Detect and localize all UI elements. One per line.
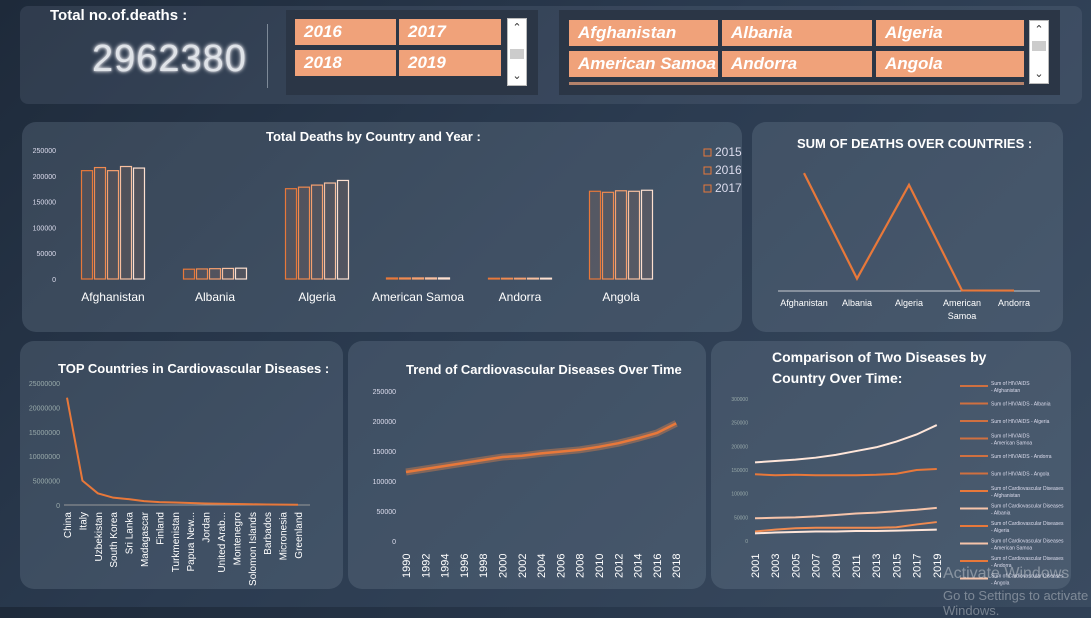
year-slicer-item[interactable]: 2019 [399,50,501,76]
country-slicer: Afghanistan Albania Algeria American Sam… [559,10,1060,95]
country-slicer-item[interactable]: American Samoa [569,51,718,77]
country-slicer-item[interactable]: Albania [722,20,872,46]
chevron-down-icon[interactable]: ⌄ [1034,68,1044,80]
year-slicer-item[interactable]: 2018 [295,50,396,76]
country-slicer-item[interactable]: Afghanistan [569,20,718,46]
chart-title: SUM OF DEATHS OVER COUNTRIES : [797,136,1033,151]
cardio-trend-panel [348,341,706,589]
deaths-by-country-year-panel [22,122,742,332]
country-slicer-item[interactable]: Angola [876,51,1024,77]
scroll-thumb[interactable] [510,49,524,59]
two-diseases-panel [711,341,1071,589]
watermark-line2: Go to Settings to activate Windows. [943,588,1089,618]
kpi-title: Total no.of.deaths : [50,7,188,24]
chart-title: Total Deaths by Country and Year : [266,129,481,144]
year-slicer: 2016 2017 2018 2019 ⌃ ⌄ [286,10,538,95]
chart-title: Country Over Time: [772,370,903,386]
chevron-down-icon[interactable]: ⌄ [512,70,522,82]
year-slicer-scrollbar[interactable]: ⌃ ⌄ [507,18,527,86]
chart-title: Comparison of Two Diseases by [772,349,987,365]
chevron-up-icon[interactable]: ⌃ [512,22,522,34]
chart-title: Trend of Cardiovascular Diseases Over Ti… [406,362,682,377]
chart-title: TOP Countries in Cardiovascular Diseases… [58,361,330,376]
year-slicer-item[interactable]: 2016 [295,19,396,45]
kpi-divider [267,24,268,88]
chevron-up-icon[interactable]: ⌃ [1034,24,1044,36]
watermark-line1: Activate Windows [943,565,1070,582]
country-slicer-scrollbar[interactable]: ⌃ ⌄ [1029,20,1049,84]
country-slicer-item[interactable]: Andorra [722,51,872,77]
kpi-value: 2962380 [92,38,247,80]
top-cardio-panel [20,341,343,589]
year-slicer-item[interactable]: 2017 [399,19,501,45]
sum-of-deaths-panel [752,122,1063,332]
country-slicer-item[interactable]: Algeria [876,20,1024,46]
scroll-thumb[interactable] [1032,41,1046,51]
country-slicer-more-row [569,82,1024,85]
